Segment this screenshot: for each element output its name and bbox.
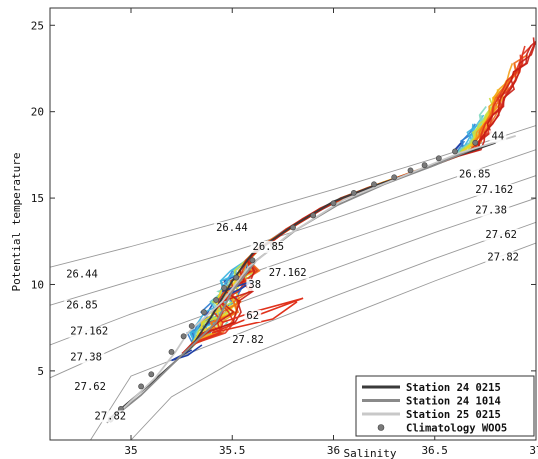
contour-label: 44: [492, 130, 505, 142]
y-tick-label: 15: [31, 192, 44, 205]
contour-label: 27.82: [232, 334, 264, 346]
density-contour-27.62: [90, 221, 536, 440]
legend-entry: Climatology WOO5: [406, 423, 507, 435]
contour-label-bg: [246, 278, 264, 291]
density-contour-27.82: [130, 242, 536, 440]
legend-entry: Station 25 0215: [406, 409, 501, 421]
climatology-point: [330, 200, 337, 207]
climatology-point: [188, 323, 195, 329]
climatology-point: [148, 371, 155, 378]
contour-label: 38: [248, 279, 261, 291]
contour-label-bg: [214, 221, 251, 234]
climatology-point: [310, 212, 317, 219]
x-axis-label: Salinity: [344, 447, 397, 459]
climatology-point: [472, 139, 479, 146]
contour-label: 27.62: [74, 381, 106, 393]
climatology-point: [371, 181, 377, 188]
x-tick-label: 36: [327, 444, 340, 457]
contour-label-bg: [68, 351, 105, 364]
contour-label: 62: [246, 310, 259, 322]
contour-label: 26.85: [459, 168, 491, 180]
contour-label-bg: [68, 325, 111, 338]
climatology-point: [350, 189, 357, 196]
y-tick-label: 20: [31, 106, 44, 119]
x-axis-ticks: 35 35.5 36 36.5 37: [124, 8, 538, 457]
contour-label: 26.85: [253, 241, 285, 253]
climatology-point: [138, 383, 144, 390]
climatology-point: [213, 297, 219, 303]
contour-label-bg: [473, 183, 516, 196]
station-line: [120, 135, 516, 412]
climatology-point: [407, 167, 414, 174]
legend-entry: Station 24 0215: [406, 382, 501, 394]
contour-label-bg: [266, 266, 310, 279]
climatology-point: [290, 224, 296, 231]
y-tick-label: 25: [31, 19, 44, 32]
density-contour-26.44: [50, 125, 536, 268]
contour-label: 27.62: [485, 229, 517, 241]
climatology-point: [180, 333, 187, 340]
y-tick-label: 10: [31, 279, 44, 292]
plot-frame: [49, 7, 537, 441]
contour-label-bg: [64, 268, 101, 281]
climatology-point: [452, 148, 458, 155]
contour-label-bg: [92, 410, 129, 423]
contour-label: 26.44: [216, 222, 248, 234]
x-tick-label: 35.5: [219, 444, 246, 457]
contour-label: 27.38: [475, 205, 507, 217]
x-tick-label: 35: [124, 444, 137, 457]
contour-label: 27.82: [95, 410, 127, 422]
climatology-point: [249, 257, 256, 264]
contour-label: 26.44: [66, 269, 98, 281]
climatology-point: [168, 348, 175, 355]
x-tick-label: 37: [529, 444, 538, 457]
contour-label-bg: [485, 251, 522, 264]
contour-labels: 26.44 26.85 26.44 27.162 26.85 27.162 27.38 27.…: [64, 130, 522, 423]
density-contour-27.38: [50, 197, 536, 379]
legend-entry: Station 24 1014: [406, 396, 501, 408]
contour-label-bg: [489, 130, 507, 143]
climatology-point: [391, 174, 398, 181]
climatology-point: [233, 274, 240, 281]
x-tick-label: 36.5: [421, 444, 448, 457]
contour-label: 27.162: [70, 326, 108, 338]
contour-label: 27.162: [269, 267, 307, 279]
contour-label-bg: [250, 240, 287, 253]
contour-label: 27.82: [487, 251, 519, 263]
y-tick-label: 5: [37, 365, 44, 378]
climatology-point: [435, 155, 442, 162]
y-axis-label: Potential temperature: [10, 152, 23, 291]
contour-label-bg: [64, 299, 101, 312]
density-contour-26.85: [50, 149, 536, 306]
contour-label-bg: [473, 204, 510, 217]
contour-label: 27.162: [475, 184, 513, 196]
climatology-point: [421, 162, 428, 169]
contour-label: 27.38: [70, 352, 102, 364]
contour-label-bg: [483, 228, 520, 241]
legend-swatch: [377, 424, 385, 431]
contour-label: 26.85: [66, 300, 98, 312]
density-contours: [50, 125, 536, 440]
contour-label-bg: [72, 380, 109, 393]
climatology-point: [221, 284, 227, 291]
contour-label-bg: [457, 168, 493, 181]
density-contour-27.162: [50, 175, 536, 346]
y-axis-ticks: 5 10 15 20 25: [31, 19, 536, 378]
contour-label-bg: [230, 334, 267, 347]
contour-label-bg: [244, 310, 262, 322]
station-lines: [106, 135, 516, 424]
climatology-point: [200, 309, 207, 315]
